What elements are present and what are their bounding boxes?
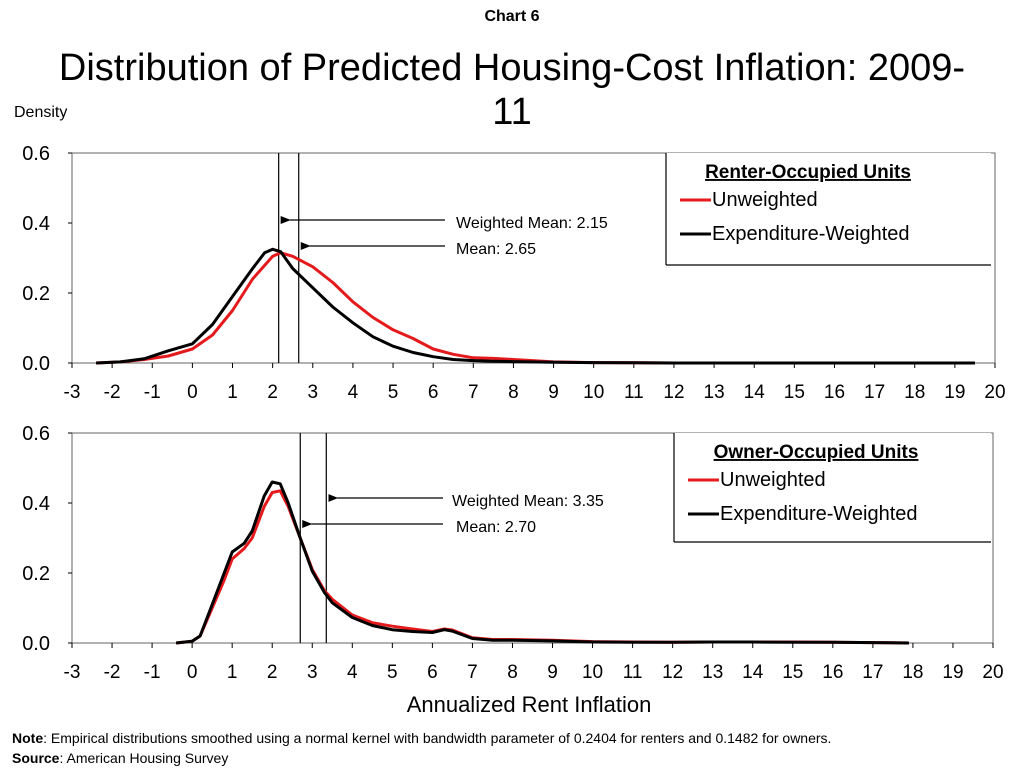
panel2-x-tick-label: 6	[427, 662, 438, 683]
panel2-group: 0.00.20.40.6-3 -2 -1 0 1 2 3 4 5 6 7 8 9 10 11 12 13 14 15…	[22, 423, 1003, 683]
panel2-series-weighted-line	[175, 480, 909, 645]
panel2-reference-label: Mean: 2.70	[456, 519, 536, 536]
panel2-x-tick-label: 11	[623, 662, 643, 683]
panel2-x-tick-label: 18	[902, 662, 923, 683]
panel1-y-tick-label: 0.2	[22, 283, 50, 305]
panel2-x-tick-label: 17	[862, 662, 883, 683]
panel2-x-tick-label: 8	[507, 662, 518, 683]
panel2-x-tick-label: 20	[982, 662, 1003, 683]
chart-source: Source: American Housing Survey	[12, 750, 228, 766]
panel1-series-unweighted-line	[96, 251, 975, 365]
panel1-legend-title: Renter-Occupied Units	[705, 162, 911, 183]
panel1-x-tick-label: 2	[267, 382, 278, 403]
panel2-x-tick-label: 14	[742, 662, 764, 683]
panel1-x-tick-label: 19	[944, 382, 965, 403]
panel1-x-tick-label: 14	[744, 382, 766, 403]
panel1-x-tick-label: 0	[187, 382, 198, 403]
panel2-x-tick-label: 7	[467, 662, 478, 683]
panel2-x-tick-label: 4	[347, 662, 358, 683]
panel2-x-tick-label: 15	[782, 662, 803, 683]
panel1-x-tick-label: 18	[904, 382, 925, 403]
panel2-x-tick-label: 0	[187, 662, 198, 683]
panel2-legend-title: Owner-Occupied Units	[714, 442, 919, 463]
panel1-x-tick-label: 12	[663, 382, 684, 403]
panel2-legend-label-unweighted: Unweighted	[720, 469, 826, 491]
panel1-reference-label: Weighted Mean: 2.15	[456, 215, 608, 232]
panel1-y-tick-label: 0.6	[22, 143, 50, 165]
panel2-x-tick-label: -1	[144, 662, 161, 683]
panel1-x-tick-label: -2	[104, 382, 121, 403]
panel1-y-tick-label: 0.0	[22, 353, 50, 375]
panel1-y-tick-label: 0.4	[22, 213, 50, 235]
panel1-legend-label-unweighted: Unweighted	[712, 189, 818, 211]
panel1-x-tick-label: 17	[864, 382, 885, 403]
panel2-x-tick-label: 2	[267, 662, 278, 683]
panel2-x-tick-label: 16	[822, 662, 843, 683]
panel1-x-tick-label: 5	[388, 382, 399, 403]
panel1-legend-label-weighted: Expenditure-Weighted	[712, 223, 910, 245]
panel1-reference-label: Mean: 2.65	[456, 241, 536, 258]
panel1-x-tick-label: 20	[984, 382, 1005, 403]
x-axis-title: Annualized Rent Inflation	[406, 692, 652, 717]
chart-note: Note: Empirical distributions smoothed u…	[12, 730, 831, 746]
panel2-y-tick-label: 0.0	[22, 633, 50, 655]
panel2-legend-label-weighted: Expenditure-Weighted	[720, 503, 918, 525]
panel2-x-tick-label: 10	[582, 662, 603, 683]
panel1-x-tick-label: -1	[144, 382, 161, 403]
panel2-legend-bg	[674, 433, 991, 542]
panel2-y-tick-label: 0.4	[22, 493, 50, 515]
chart-number: Chart 6	[484, 8, 540, 25]
panel1-x-tick-label: 7	[468, 382, 479, 403]
note-text: : Empirical distributions smoothed using…	[43, 730, 832, 746]
panel1-x-tick-label: 10	[583, 382, 604, 403]
panel2-x-tick-label: -2	[104, 662, 121, 683]
source-text: : American Housing Survey	[59, 750, 229, 766]
panel1-series-weighted-line	[96, 247, 975, 365]
panel1-x-tick-label: 11	[624, 382, 644, 403]
note-label: Note	[12, 730, 44, 746]
chart-title: Distribution of Predicted Housing-Cost I…	[58, 47, 966, 133]
panel2-x-tick-label: 13	[702, 662, 723, 683]
source-label: Source	[12, 750, 60, 766]
panel2-plot-frame	[71, 432, 994, 644]
panel2-x-tick-label: 3	[307, 662, 318, 683]
panel2-y-tick-label: 0.2	[22, 563, 50, 585]
panel1-x-tick-label: 16	[824, 382, 845, 403]
panel1-x-tick-label: 4	[348, 382, 359, 403]
panel1-x-tick-label: 3	[307, 382, 318, 403]
panel1-x-tick-label: 13	[704, 382, 725, 403]
panel2-reference-label: Weighted Mean: 3.35	[452, 493, 604, 510]
panel1-x-tick-label: 15	[784, 382, 805, 403]
panel1-x-tick-label: 9	[548, 382, 559, 403]
panel2-x-tick-label: 1	[227, 662, 238, 683]
y-axis-label: Density	[14, 104, 68, 121]
panel2-x-tick-label: 5	[387, 662, 398, 683]
panel1-x-tick-label: 6	[428, 382, 439, 403]
panel2-x-tick-label: 12	[662, 662, 683, 683]
panel1-legend-bg	[666, 153, 991, 265]
panel1-x-tick-label: 8	[508, 382, 519, 403]
panel2-y-tick-label: 0.6	[22, 423, 50, 445]
panel1-x-tick-label: -3	[64, 382, 81, 403]
panel2-x-tick-label: 9	[547, 662, 558, 683]
panel2-x-tick-label: -3	[64, 662, 81, 683]
panel2-x-tick-label: 19	[942, 662, 963, 683]
panel1-x-tick-label: 1	[227, 382, 238, 403]
panel1-group: 0.00.20.40.6-3 -2 -1 0 1 2 3 4 5 6 7 8 9 10 11 12 13 14 15…	[22, 143, 1005, 403]
